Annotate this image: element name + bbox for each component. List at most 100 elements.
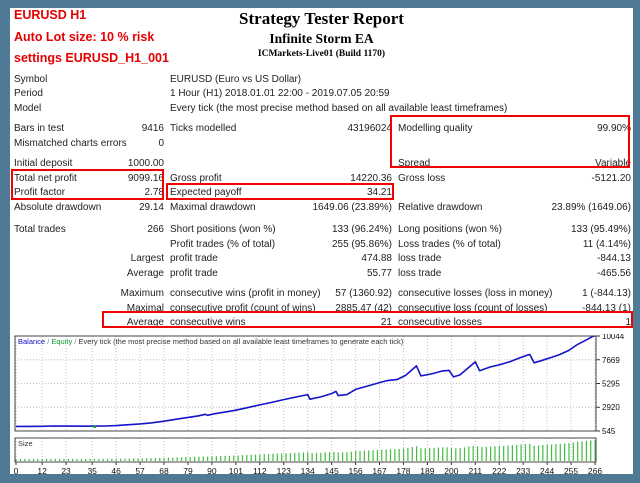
x-axis-tick-label: 178 (396, 466, 410, 476)
cell-label: Gross profit (170, 172, 222, 184)
cell-value: 1000.00 (127, 158, 164, 170)
cell-label: Profit trades (% of total) (170, 238, 276, 250)
report-page: EURUSD H1 Auto Lot size: 10 % risk setti… (10, 8, 633, 476)
table-row: Model Every tick (the most precise method… (10, 101, 633, 116)
cell-label: profit trade (170, 267, 218, 279)
table-cell: Ticks modelled 43196024 (170, 123, 392, 134)
cell-label: Total trades (14, 224, 66, 236)
y-axis-tick-label: 10044 (602, 334, 625, 341)
table-cell: Long positions (won %) 133 (95.49%) (398, 224, 631, 235)
x-axis-tick-label: 167 (372, 466, 386, 476)
cell-value: 23.89% (1649.06) (551, 201, 631, 213)
table-row: Total net profit 9099.16 Gross profit 14220… (10, 171, 633, 186)
annotation-settings: settings EURUSD_H1_001 (14, 51, 169, 65)
table-row: Mismatched charts errors 0 (10, 136, 633, 151)
cell-label: Expected payoff (170, 187, 242, 199)
table-cell: Spread Variable (398, 158, 631, 169)
cell-value: Largest (130, 253, 164, 265)
cell-value: 57 (1360.92) (335, 288, 392, 300)
table-row: Largest profit trade 474.88 loss trade -844.… (10, 252, 633, 267)
table-cell: consecutive wins 21 (170, 317, 392, 328)
x-axis-tick-label: 35 (87, 466, 97, 476)
x-axis-tick-label: 123 (277, 466, 291, 476)
table-cell: consecutive losses 1 (398, 317, 631, 328)
table-row: Maximal consecutive profit (count of wins… (10, 301, 633, 316)
x-axis-tick-label: 233 (516, 466, 530, 476)
table-cell: profit trade 474.88 (170, 253, 392, 264)
table-cell: Gross loss -5121.20 (398, 173, 631, 184)
cell-value: Average (126, 317, 164, 329)
table-cell: loss trade -844.13 (398, 253, 631, 264)
x-axis-tick-label: 12 (37, 466, 47, 476)
x-axis-tick-label: 79 (183, 466, 193, 476)
table-cell: Gross profit 14220.36 (170, 173, 392, 184)
table-cell: Mismatched charts errors 0 (14, 138, 164, 149)
cell-label: Initial deposit (14, 158, 73, 170)
x-axis-tick-label: 211 (469, 466, 483, 476)
table-cell: Modelling quality 99.90% (398, 123, 631, 134)
x-axis-tick-label: 145 (325, 466, 339, 476)
broker-build: ICMarkets-Live01 (Build 1170) (257, 48, 386, 59)
table-cell: Largest (14, 253, 164, 264)
cell-label: Model (14, 102, 42, 114)
balance-chart-canvas: 0 12 23 35 46 57 68 79 90 101 112 123 134 145 156 167 17… (14, 332, 625, 476)
table-cell: Expected payoff 34.21 (170, 187, 392, 198)
cell-value: 0 (158, 137, 164, 149)
x-axis-tick-label: 134 (301, 466, 315, 476)
cell-label: consecutive profit (count of wins) (170, 302, 316, 314)
table-row: Average profit trade 55.77 loss trade -465.5… (10, 266, 633, 281)
table-cell: consecutive wins (profit in money) 57 (13… (170, 288, 392, 299)
y-axis-tick-label: 5295 (602, 379, 620, 388)
cell-label: Ticks modelled (170, 123, 237, 135)
cell-value: 55.77 (366, 267, 392, 279)
x-axis-tick-label: 23 (61, 466, 71, 476)
cell-value: -844.13 (597, 253, 631, 265)
cell-label: Modelling quality (398, 123, 473, 135)
table-cell: Maximal drawdown 1649.06 (23.89%) (170, 202, 392, 213)
annotation-symbol-timeframe: EURUSD H1 (14, 8, 87, 22)
table-cell: Bars in test 9416 (14, 123, 164, 134)
cell-value: -5121.20 (591, 172, 631, 184)
table-row: Profit factor 2.78 Expected payoff 34.21 (10, 186, 633, 201)
cell-label: consecutive losses (398, 317, 482, 329)
page-title: Strategy Tester Report (239, 9, 404, 28)
table-cell: Loss trades (% of total) 11 (4.14%) (398, 239, 631, 250)
cell-value: Variable (595, 158, 631, 170)
cell-value: 14220.36 (350, 172, 392, 184)
legend-equity: Equity (51, 337, 73, 346)
cell-value: 29.14 (138, 201, 164, 213)
x-axis-tick-label: 156 (348, 466, 362, 476)
x-axis-tick-label: 266 (588, 466, 602, 476)
table-row: Profit trades (% of total) 255 (95.86%) Lo… (10, 237, 633, 252)
cell-label: consecutive loss (count of losses) (398, 302, 548, 314)
table-cell: Average (14, 268, 164, 279)
cell-label: consecutive wins (170, 317, 246, 329)
table-cell: Total trades 266 (14, 224, 164, 235)
table-row: Symbol EURUSD (Euro vs US Dollar) (10, 72, 633, 87)
table-cell: Relative drawdown 23.89% (1649.06) (398, 202, 631, 213)
cell-label: Absolute drawdown (14, 201, 102, 213)
x-axis-tick-label: 0 (14, 466, 19, 476)
table-cell: Maximal (14, 303, 164, 314)
cell-label: Long positions (won %) (398, 224, 502, 236)
table-cell: Model (14, 103, 164, 114)
y-axis-tick-label: 545 (602, 427, 616, 436)
cell-value: 9416 (141, 123, 164, 135)
cell-label: consecutive wins (profit in money) (170, 288, 321, 300)
chart-legend: Balance / Equity / Every tick (the most … (18, 337, 403, 346)
cell-label: loss trade (398, 267, 442, 279)
cell-value: 9099.16 (127, 172, 164, 184)
cell-value: Average (126, 267, 164, 279)
table-row: Absolute drawdown 29.14 Maximal drawdown 16… (10, 200, 633, 215)
table-cell: Period (14, 88, 164, 99)
cell-label: loss trade (398, 253, 442, 265)
cell-value: 133 (96.24%) (331, 224, 392, 236)
table-row: Period 1 Hour (H1) 2018.01.01 22:00 - 201… (10, 87, 633, 102)
cell-label: Relative drawdown (398, 201, 483, 213)
table-cell: consecutive loss (count of losses) -844.1… (398, 303, 631, 314)
table-row: Initial deposit 1000.00 Spread Variable (10, 157, 633, 172)
cell-value: 255 (95.86%) (331, 238, 392, 250)
cell-label: Profit factor (14, 187, 66, 199)
cell-label: consecutive losses (loss in money) (398, 288, 553, 300)
ea-name: Infinite Storm EA (269, 31, 374, 46)
